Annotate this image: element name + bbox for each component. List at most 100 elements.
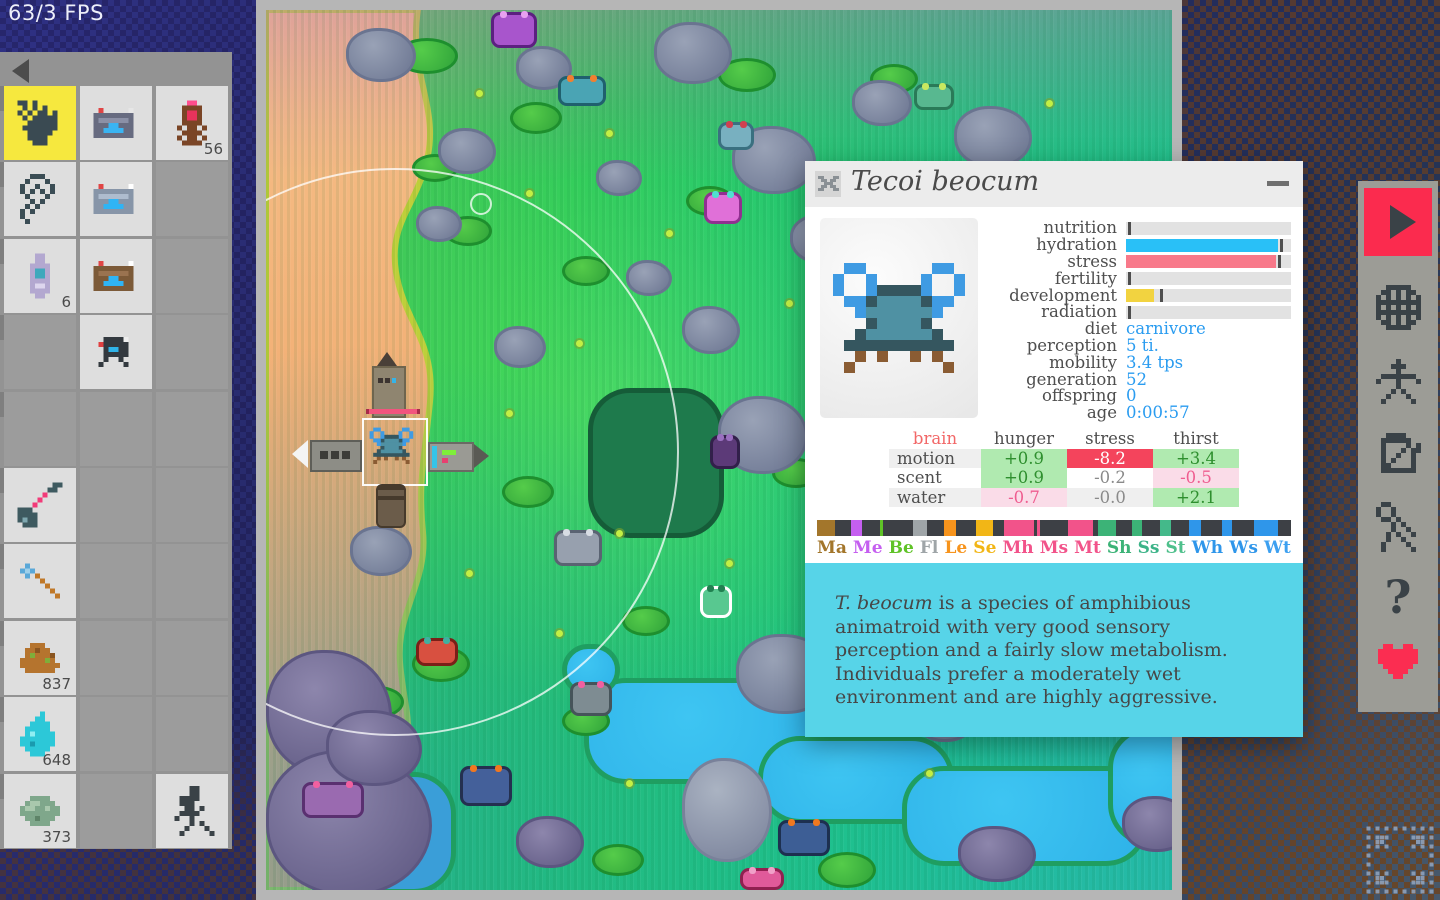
- collapse-panel-button[interactable]: [12, 59, 29, 83]
- hotbar-slot[interactable]: [80, 620, 152, 695]
- hotbar-slot[interactable]: [80, 162, 152, 237]
- hotbar-slot[interactable]: [80, 773, 152, 848]
- map-creature[interactable]: [700, 585, 732, 618]
- fullscreen-icon[interactable]: [1366, 826, 1434, 894]
- genome-segment: [1097, 520, 1116, 536]
- map-creature[interactable]: [740, 867, 784, 890]
- flower-dot: [606, 130, 613, 137]
- map-creature[interactable]: [778, 819, 830, 856]
- rock: [596, 160, 642, 196]
- help-button[interactable]: ?: [1384, 570, 1412, 624]
- hotbar-slot[interactable]: [156, 544, 228, 619]
- map-creature[interactable]: [570, 681, 612, 716]
- stat-bar-row: hydration: [989, 236, 1291, 254]
- right-neighbor-dash: [442, 450, 456, 455]
- hotbar-slot[interactable]: [156, 391, 228, 466]
- stat-bar-row: nutrition: [989, 220, 1291, 237]
- map-creature[interactable]: [491, 11, 537, 48]
- genome-segment: [1115, 520, 1133, 536]
- creature-mode-icon[interactable]: [1376, 359, 1421, 404]
- hotbar-slot[interactable]: [80, 238, 152, 313]
- minimize-button[interactable]: [1267, 181, 1289, 186]
- table-cell: -0.5: [1153, 468, 1239, 488]
- hotbar-slot[interactable]: [156, 620, 228, 695]
- hotbar-slot[interactable]: 6: [4, 238, 76, 313]
- hotbar-slot[interactable]: [156, 773, 228, 848]
- field-label: age: [1086, 403, 1117, 423]
- bottle-water-icon: [25, 253, 55, 298]
- genome-segment: [1159, 520, 1171, 536]
- hotbar-slot[interactable]: [80, 467, 152, 542]
- hotbar-slot[interactable]: [4, 162, 76, 237]
- hotbar-slot[interactable]: [156, 238, 228, 313]
- genome-segment: [1068, 520, 1093, 536]
- genome-segment: [993, 520, 1005, 536]
- hotbar-slot[interactable]: 373: [4, 773, 76, 848]
- hotbar-slot[interactable]: [80, 86, 152, 160]
- drone-icon: [99, 337, 134, 367]
- hotbar-slot[interactable]: 648: [4, 697, 76, 772]
- stat-field-row: generation 52: [989, 371, 1291, 388]
- hotbar-slot[interactable]: [80, 315, 152, 390]
- fps-counter: 63/3 FPS: [8, 1, 104, 25]
- hotbar-slot[interactable]: [156, 315, 228, 390]
- rock: [682, 306, 740, 354]
- table-cell: -0.7: [981, 487, 1067, 507]
- world-icon[interactable]: [1376, 285, 1421, 330]
- creature-right-neighbor[interactable]: [428, 442, 474, 472]
- hotbar-slot[interactable]: [4, 467, 76, 542]
- hotbar-slot[interactable]: [4, 86, 76, 160]
- genome-bar[interactable]: [817, 520, 1291, 536]
- notes-icon[interactable]: [1376, 433, 1421, 473]
- stat-label: stress: [1067, 251, 1117, 271]
- stat-field-row: perception 5 ti.: [989, 337, 1291, 355]
- selected-creature-sprite[interactable]: [370, 428, 413, 464]
- tools-icon[interactable]: [1376, 502, 1421, 552]
- map-creature[interactable]: [704, 191, 742, 224]
- genome-labels: Ma Me Be Fl Le Se Mh Ms Mt Sh Ss St Wh Ws Wt: [817, 538, 1291, 558]
- hotbar-slot[interactable]: [156, 697, 228, 772]
- map-creature[interactable]: [718, 121, 754, 150]
- flower-dot: [786, 300, 793, 307]
- creature-below-selection[interactable]: [376, 484, 406, 528]
- table-cell: -0.2: [1094, 468, 1126, 487]
- map-creature[interactable]: [460, 765, 512, 806]
- hotbar-slot[interactable]: [4, 315, 76, 390]
- hotbar-slot[interactable]: [80, 544, 152, 619]
- play-button[interactable]: [1364, 188, 1432, 256]
- hotbar-slot[interactable]: [4, 391, 76, 466]
- sim-toolbar: ?: [1358, 181, 1438, 712]
- hotbar-slot[interactable]: [156, 162, 228, 237]
- hotbar-slot[interactable]: 837: [4, 620, 76, 695]
- hotbar-slot[interactable]: [156, 467, 228, 542]
- window-titlebar[interactable]: Tecoi beocum: [805, 161, 1303, 207]
- creature-stats: nutrition hydration stress fertility develop…: [989, 220, 1291, 422]
- bush: [502, 476, 554, 508]
- genome-segment: [1253, 520, 1279, 536]
- hotbar-slot[interactable]: [80, 391, 152, 466]
- dirt-icon: [20, 643, 60, 673]
- table-cell: -0.0: [1067, 487, 1153, 507]
- table-row-label: scent: [897, 468, 942, 487]
- map-creature[interactable]: [302, 781, 364, 818]
- hotbar-slot[interactable]: [4, 544, 76, 619]
- genome-label: Me: [852, 538, 883, 558]
- map-creature[interactable]: [416, 637, 458, 666]
- hotbar-slot[interactable]: 56: [156, 86, 228, 160]
- genome-segment: [1142, 520, 1160, 536]
- map-creature[interactable]: [554, 529, 602, 566]
- genome-label: Ma: [817, 538, 847, 558]
- rock: [958, 826, 1036, 882]
- genome-segment: [817, 520, 835, 536]
- creature-left-neighbor[interactable]: [310, 440, 362, 472]
- favorite-icon[interactable]: [1378, 644, 1418, 679]
- map-creature[interactable]: [558, 75, 606, 106]
- close-button[interactable]: [815, 171, 841, 197]
- genome-segment: [912, 520, 928, 536]
- map-creature[interactable]: [710, 434, 740, 469]
- table-header: stress: [1085, 429, 1135, 448]
- right-neighbor-dot: [442, 458, 448, 463]
- map-creature[interactable]: [914, 83, 954, 110]
- creature-portrait-sprite: [833, 263, 965, 373]
- hotbar-slot[interactable]: [80, 697, 152, 772]
